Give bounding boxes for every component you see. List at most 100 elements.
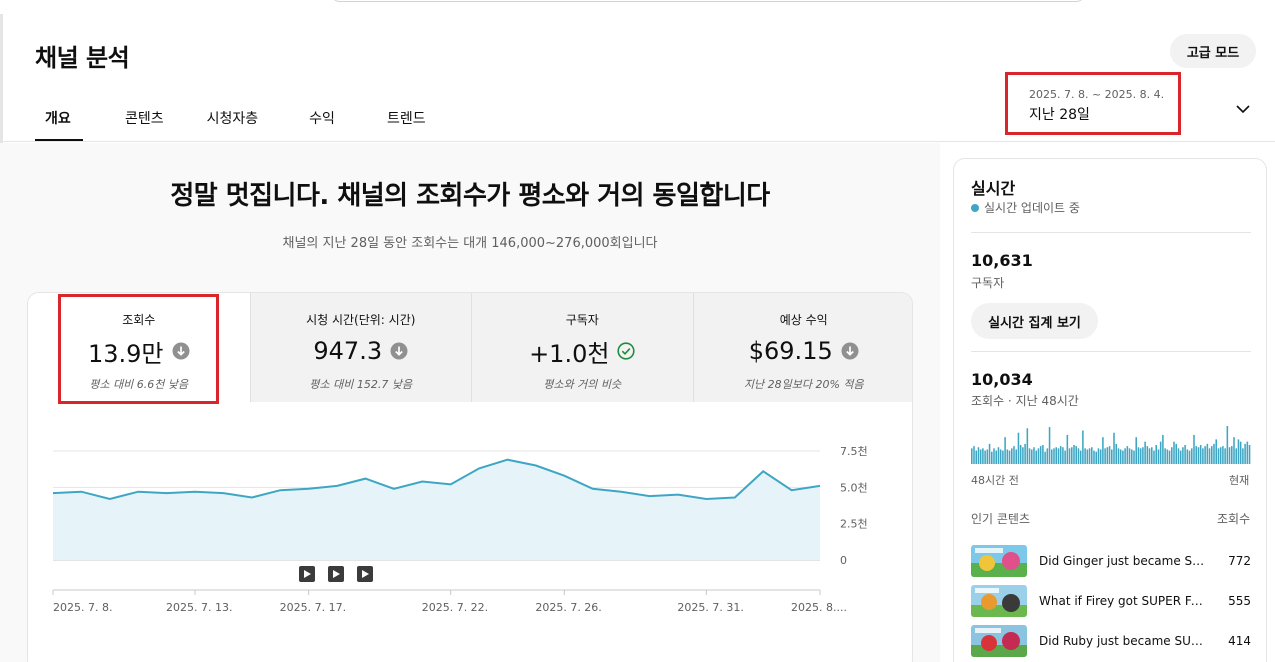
realtime-bar [1208, 448, 1211, 464]
metric-watch-time[interactable]: 시청 시간(단위: 시간) 947.3 평소 대비 152.7 낮음 [249, 293, 471, 402]
realtime-bar [1179, 450, 1182, 464]
realtime-bar [1024, 443, 1026, 464]
check-circle-icon [617, 342, 636, 360]
realtime-bar [1173, 441, 1175, 464]
metric-estimated-revenue[interactable]: 예상 수익 $69.15 지난 28일보다 20% 적음 [692, 293, 912, 402]
realtime-bar [973, 446, 975, 464]
realtime-bar [1186, 449, 1189, 464]
metric-note: 평소 대비 152.7 낮음 [309, 378, 413, 391]
realtime-bar [982, 448, 984, 464]
realtime-bar [1115, 443, 1117, 464]
top-content-item[interactable]: What if Firey got SUPER FA... 555 [971, 584, 1251, 618]
realtime-bar [1222, 446, 1224, 464]
realtime-bar [1051, 449, 1053, 464]
realtime-title: 실시간 [971, 179, 1016, 198]
realtime-bar [1242, 448, 1244, 464]
top-content-views: 414 [1228, 634, 1251, 648]
realtime-bar [1193, 434, 1195, 464]
chevron-down-icon[interactable] [1234, 100, 1252, 118]
realtime-bar [1064, 450, 1066, 464]
realtime-bar [1033, 447, 1035, 464]
highlight-box [58, 294, 219, 404]
realtime-bar [1217, 448, 1220, 464]
realtime-bar [1139, 448, 1142, 464]
realtime-bar [1019, 445, 1022, 464]
top-content-item[interactable]: Did Ruby just became SUPER... 414 [971, 624, 1251, 658]
realtime-bar [1137, 447, 1140, 464]
area-fill [53, 459, 820, 560]
metric-views[interactable]: 조회수 13.9만 평소 대비 6.6천 낮음 [28, 293, 250, 402]
realtime-bar [977, 447, 980, 464]
realtime-bar [1171, 447, 1173, 464]
top-content-item[interactable]: Did Ginger just became SUPER... 772 [971, 544, 1251, 578]
realtime-bar [1128, 448, 1131, 464]
realtime-bar [1075, 446, 1077, 464]
x-tick-label: 2025. 7. 13. [166, 601, 232, 614]
realtime-bar [1079, 450, 1082, 464]
realtime-bar [1011, 448, 1013, 464]
performance-headline: 정말 멋집니다. 채널의 조회수가 평소와 거의 동일합니다 [170, 181, 770, 211]
realtime-bar [1017, 432, 1020, 464]
realtime-bar [1195, 446, 1197, 464]
realtime-bar [1084, 448, 1086, 464]
realtime-bar [1055, 447, 1057, 464]
arrow-down-circle-icon [390, 342, 408, 360]
realtime-bar [993, 448, 995, 464]
realtime-bar [1215, 439, 1217, 464]
tab-audience[interactable]: 시청자층 [206, 111, 259, 127]
metric-value: 947.3 [313, 337, 383, 365]
realtime-bar [1044, 451, 1046, 464]
realtime-bar [1206, 443, 1209, 464]
divider [971, 232, 1251, 233]
realtime-bar [1088, 448, 1091, 464]
realtime-bar [1004, 437, 1006, 464]
realtime-bar [1144, 441, 1146, 464]
realtime-bar [986, 449, 989, 464]
tab-revenue[interactable]: 수익 [309, 111, 335, 127]
realtime-bar [1028, 448, 1031, 464]
realtime-bar [1153, 450, 1155, 464]
realtime-bar [1097, 448, 1100, 464]
tab-overview[interactable]: 개요 [35, 94, 83, 141]
realtime-bar [1168, 450, 1171, 464]
realtime-bar [984, 450, 986, 464]
realtime-bar [1248, 445, 1251, 464]
realtime-bar [1199, 445, 1202, 464]
realtime-bar [1213, 443, 1215, 464]
realtime-bar [1108, 446, 1111, 464]
realtime-bar [1008, 450, 1011, 464]
realtime-bar [1162, 434, 1164, 464]
realtime-bar [1226, 426, 1229, 464]
play-triangle [333, 570, 340, 578]
realtime-bar [1057, 448, 1060, 464]
realtime-bar [1146, 446, 1149, 464]
realtime-bar [1157, 449, 1160, 464]
date-range-selector[interactable]: 2025. 7. 8. ~ 2025. 8. 4. 지난 28일 [1005, 72, 1181, 135]
realtime-bar [1039, 446, 1042, 464]
top-content-views-heading: 조회수 [1217, 512, 1251, 526]
performance-subline: 채널의 지난 28일 동안 조회수는 대개 146,000~276,000회입니… [282, 236, 658, 251]
realtime-bar [1239, 441, 1242, 464]
tab-trends[interactable]: 트렌드 [386, 111, 426, 127]
realtime-bar [1233, 437, 1235, 464]
advanced-mode-button[interactable]: 고급 모드 [1170, 34, 1256, 68]
realtime-status-text: 실시간 업데이트 중 [984, 201, 1080, 215]
top-content-views: 555 [1228, 594, 1251, 608]
y-tick-label: 7.5천 [840, 444, 868, 458]
view-realtime-button[interactable]: 실시간 집계 보기 [971, 303, 1098, 339]
realtime-bar [1235, 448, 1237, 464]
metric-label: 예상 수익 [779, 313, 828, 327]
realtime-bar [1131, 449, 1133, 464]
x-tick-label: 2025. 7. 17. [280, 601, 346, 614]
realtime-bar [979, 449, 982, 464]
realtime-bar [1113, 432, 1115, 464]
realtime-bar [997, 447, 1000, 464]
metric-label: 조회수 [122, 313, 156, 327]
metric-subscribers[interactable]: 구독자 +1.0천 평소와 거의 비슷 [471, 293, 693, 402]
top-content-views: 772 [1228, 554, 1251, 568]
overview-main: 정말 멋집니다. 채널의 조회수가 평소와 거의 동일합니다 채널의 지난 28… [0, 143, 940, 662]
tab-content[interactable]: 콘텐츠 [125, 111, 164, 127]
realtime-bar [1204, 446, 1206, 464]
views-line-chart: 7.5천 5.0천 2.5천 0 2025. 7. 8. 2025. 7. 13. 2025… [52, 444, 868, 614]
top-content-title: Did Ruby just became SUPER... [1039, 634, 1205, 648]
